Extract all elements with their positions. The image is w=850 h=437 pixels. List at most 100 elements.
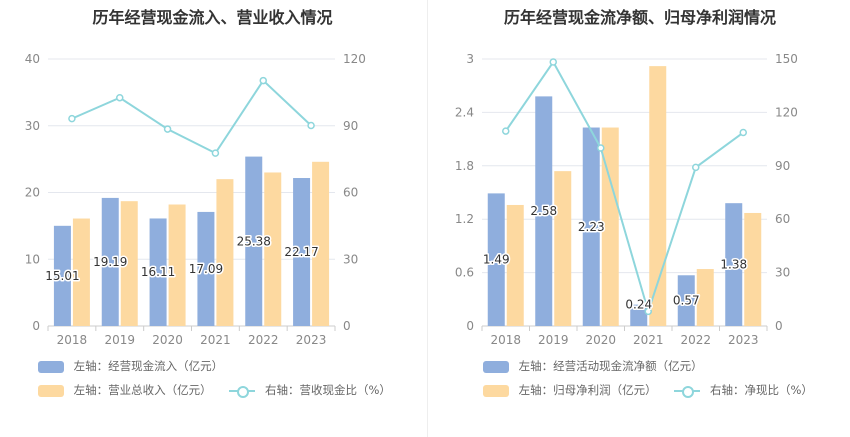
- x-axis-tick-label: 2018: [490, 333, 521, 347]
- legend-row-1: 左轴：经营活动现金流净额（亿元）: [483, 358, 717, 374]
- ratio-point: [211, 149, 220, 157]
- legend-line-marker-icon: [674, 385, 701, 398]
- x-axis-tick-label: 2020: [585, 333, 616, 347]
- bar-data-label: 0.24: [625, 298, 652, 312]
- legend-row-2: 左轴：归母净利润（亿元） 右轴：净现比（%）: [483, 382, 827, 398]
- bar-secondary: [649, 66, 667, 327]
- x-axis-tick-label: 2019: [538, 333, 569, 347]
- chart-title: 历年经营现金流入、营业收入情况: [92, 8, 333, 27]
- bar-secondary: [312, 161, 330, 326]
- ratio-point: [644, 307, 652, 316]
- bar-primary: [293, 178, 311, 326]
- left-axis-tick-label: 0.6: [455, 266, 474, 280]
- left-axis-tick-label: 3: [466, 52, 474, 66]
- ratio-point: [597, 144, 605, 152]
- bar-data-label: 1.38: [720, 258, 747, 272]
- ratio-point: [68, 114, 76, 123]
- left-axis-tick-label: 0: [466, 319, 474, 333]
- net-cash-profit-chart: 0 0 0.6 30 1.2 60 1.8 90 2.4 120 3 150 2018 2019 2020 2…: [455, 52, 798, 347]
- legend-label: 左轴：经营活动现金流净额（亿元）: [518, 359, 703, 373]
- bar-primary: [101, 197, 119, 326]
- bar-data-label: 2.23: [578, 220, 605, 234]
- chart-title: 历年经营现金流净额、归母净利润情况: [503, 8, 776, 27]
- bar-data-label: 16.11: [141, 265, 175, 279]
- x-axis-tick-label: 2021: [633, 333, 664, 347]
- legend-row-1: 左轴：经营现金流入（亿元）: [38, 358, 237, 374]
- bar-secondary: [264, 172, 282, 326]
- left-axis-tick-label: 2.4: [455, 105, 474, 119]
- x-axis-tick-label: 2018: [57, 333, 88, 347]
- ratio-point: [163, 125, 172, 133]
- legend-label: 左轴：归母净利润（亿元）: [518, 383, 657, 397]
- left-axis-tick-label: 20: [25, 186, 40, 200]
- legend-label: 右轴：净现比（%）: [709, 383, 813, 397]
- left-axis-tick-label: 30: [25, 119, 40, 133]
- right-axis-tick-label: 150: [775, 52, 798, 66]
- x-axis-tick-label: 2020: [152, 333, 183, 347]
- right-axis-tick-label: 0: [775, 319, 783, 333]
- right-axis-tick-label: 120: [775, 105, 798, 119]
- x-axis-tick-label: 2022: [680, 333, 711, 347]
- bar-secondary: [506, 204, 524, 326]
- bar-primary: [677, 275, 695, 326]
- left-axis-tick-label: 1.8: [455, 159, 474, 173]
- cash-inflow-revenue-chart: 0 0 10 30 20 60 30 90 40 120 2018 2019 2020 2021 2022 2…: [25, 52, 366, 347]
- bar-secondary: [72, 218, 90, 326]
- bar-secondary: [216, 179, 234, 326]
- left-axis-tick-label: 10: [25, 252, 40, 266]
- x-axis-tick-label: 2019: [104, 333, 135, 347]
- legend-swatch: [483, 360, 509, 373]
- legend-row-2: 左轴：营业总收入（亿元） 右轴：营收现金比（%）: [38, 382, 405, 398]
- bar-secondary: [120, 201, 138, 326]
- legend-item-net-profit[interactable]: 左轴：归母净利润（亿元）: [483, 382, 657, 398]
- bar-data-label: 19.19: [93, 255, 127, 269]
- legend-label: 左轴：营业总收入（亿元）: [73, 383, 212, 397]
- legend-label: 左轴：经营现金流入（亿元）: [73, 359, 224, 373]
- net-cash-profit-panel: 历年经营现金流净额、归母净利润情况 0 0 0.6 30 1.2 60 1.8 90 2.4 12…: [430, 0, 850, 437]
- bar-primary: [630, 304, 648, 326]
- bar-secondary: [168, 204, 186, 326]
- ratio-point: [692, 163, 700, 172]
- legend-item-revenue[interactable]: 左轴：营业总收入（亿元）: [38, 382, 212, 398]
- legend-item-net-cash-ratio[interactable]: 右轴：净现比（%）: [674, 382, 813, 398]
- ratio-line: [504, 60, 744, 315]
- legend-item-net-cash[interactable]: 左轴：经营活动现金流净额（亿元）: [483, 358, 703, 374]
- bar-primary: [245, 156, 263, 326]
- x-axis-tick-label: 2021: [200, 333, 231, 347]
- bar-data-label: 15.01: [45, 269, 79, 283]
- bar-secondary: [744, 212, 762, 326]
- bar-data-label: 2.58: [530, 204, 557, 218]
- bar-primary: [535, 96, 553, 326]
- bar-primary: [197, 211, 215, 326]
- bar-data-label: 0.57: [673, 294, 700, 308]
- legend-swatch: [483, 384, 509, 397]
- x-axis-tick-label: 2023: [728, 333, 759, 347]
- right-axis-tick-label: 60: [343, 186, 358, 200]
- legend-item-cash-inflow[interactable]: 左轴：经营现金流入（亿元）: [38, 358, 223, 374]
- x-axis-tick-label: 2022: [248, 333, 279, 347]
- ratio-point: [116, 93, 124, 102]
- legend-line-marker-icon: [229, 385, 256, 398]
- right-axis-tick-label: 90: [343, 119, 358, 133]
- ratio-point: [259, 76, 267, 85]
- right-axis-tick-label: 60: [775, 212, 790, 226]
- left-axis-tick-label: 1.2: [455, 212, 474, 226]
- ratio-point: [502, 127, 510, 135]
- legend-item-cash-ratio[interactable]: 右轴：营收现金比（%）: [229, 382, 391, 398]
- right-axis-tick-label: 30: [343, 252, 358, 266]
- bar-data-label: 1.49: [483, 253, 510, 267]
- legend-label: 右轴：营收现金比（%）: [264, 383, 391, 397]
- left-axis-tick-label: 0: [32, 319, 40, 333]
- bar-data-label: 25.38: [237, 234, 271, 248]
- bar-primary: [487, 193, 505, 326]
- ratio-point: [739, 128, 747, 137]
- left-axis-tick-label: 40: [25, 52, 40, 66]
- ratio-line: [71, 79, 312, 155]
- bar-primary: [582, 127, 600, 326]
- ratio-point: [307, 121, 315, 130]
- bar-secondary: [601, 127, 619, 326]
- right-axis-tick-label: 90: [775, 159, 790, 173]
- panel-divider: [427, 0, 428, 437]
- bar-data-label: 17.09: [189, 262, 223, 276]
- x-axis-tick-label: 2023: [296, 333, 327, 347]
